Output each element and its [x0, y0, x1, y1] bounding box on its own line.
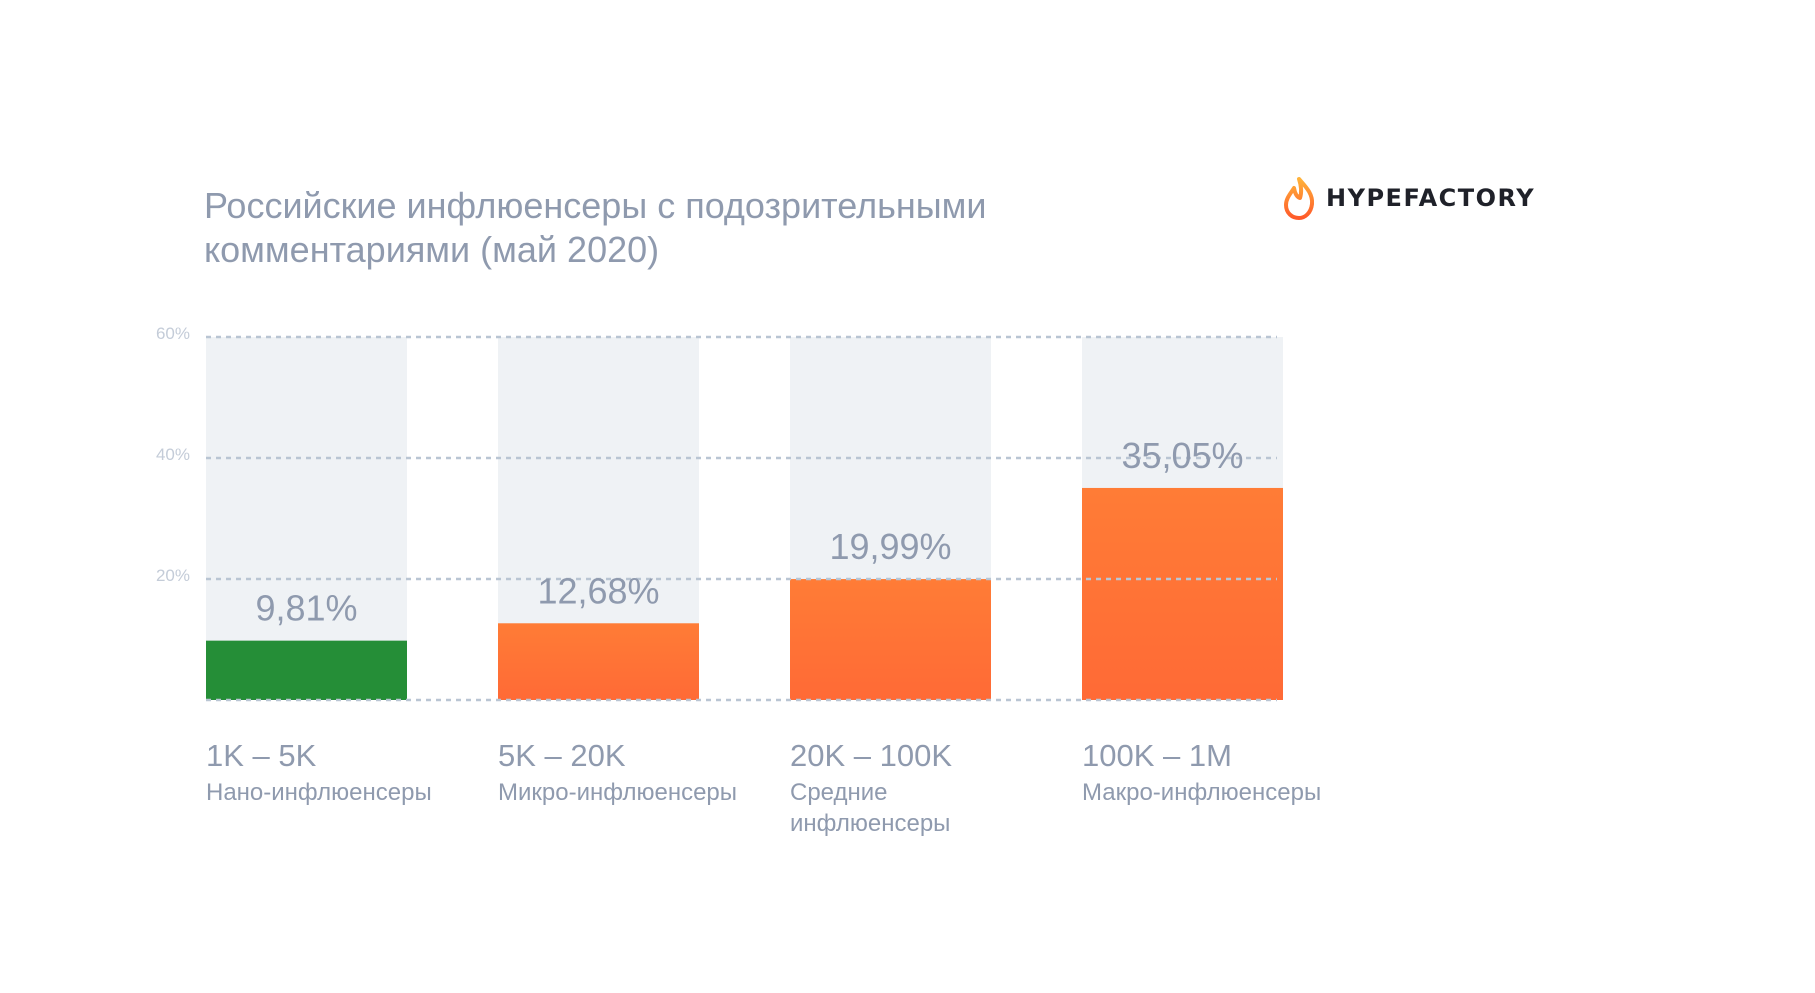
bar: [206, 640, 407, 700]
category-label: 100K – 1M: [1082, 738, 1232, 773]
brand-logo: HYPEFACTORY: [1282, 176, 1535, 220]
y-tick-label: 40%: [156, 445, 190, 464]
category-sublabel: инфлюенсеры: [790, 810, 950, 837]
y-tick-label: 20%: [156, 566, 190, 585]
bar: [1082, 487, 1283, 700]
value-label: 35,05%: [1121, 435, 1243, 476]
bar: [498, 623, 699, 700]
category-label: 5K – 20K: [498, 738, 626, 773]
chart-title-line-2: комментариями (май 2020): [204, 229, 660, 270]
value-label: 9,81%: [255, 588, 357, 629]
value-label: 12,68%: [537, 570, 659, 611]
bar-background-column: [206, 337, 407, 700]
category-label: 20K – 100K: [790, 738, 952, 773]
brand-name: HYPEFACTORY: [1326, 184, 1536, 212]
category-sublabel: Нано-инфлюенсеры: [206, 779, 432, 806]
category-sublabel: Макро-инфлюенсеры: [1082, 779, 1321, 806]
category-sublabel: Микро-инфлюенсеры: [498, 779, 737, 806]
value-label: 19,99%: [829, 526, 951, 567]
category-label: 1K – 5K: [206, 738, 317, 773]
bar: [790, 579, 991, 700]
category-sublabel: Средние: [790, 779, 888, 806]
y-tick-label: 60%: [156, 324, 190, 343]
chart-title-line-1: Российские инфлюенсеры с подозрительными: [204, 185, 987, 226]
flame-icon: [1284, 177, 1315, 220]
